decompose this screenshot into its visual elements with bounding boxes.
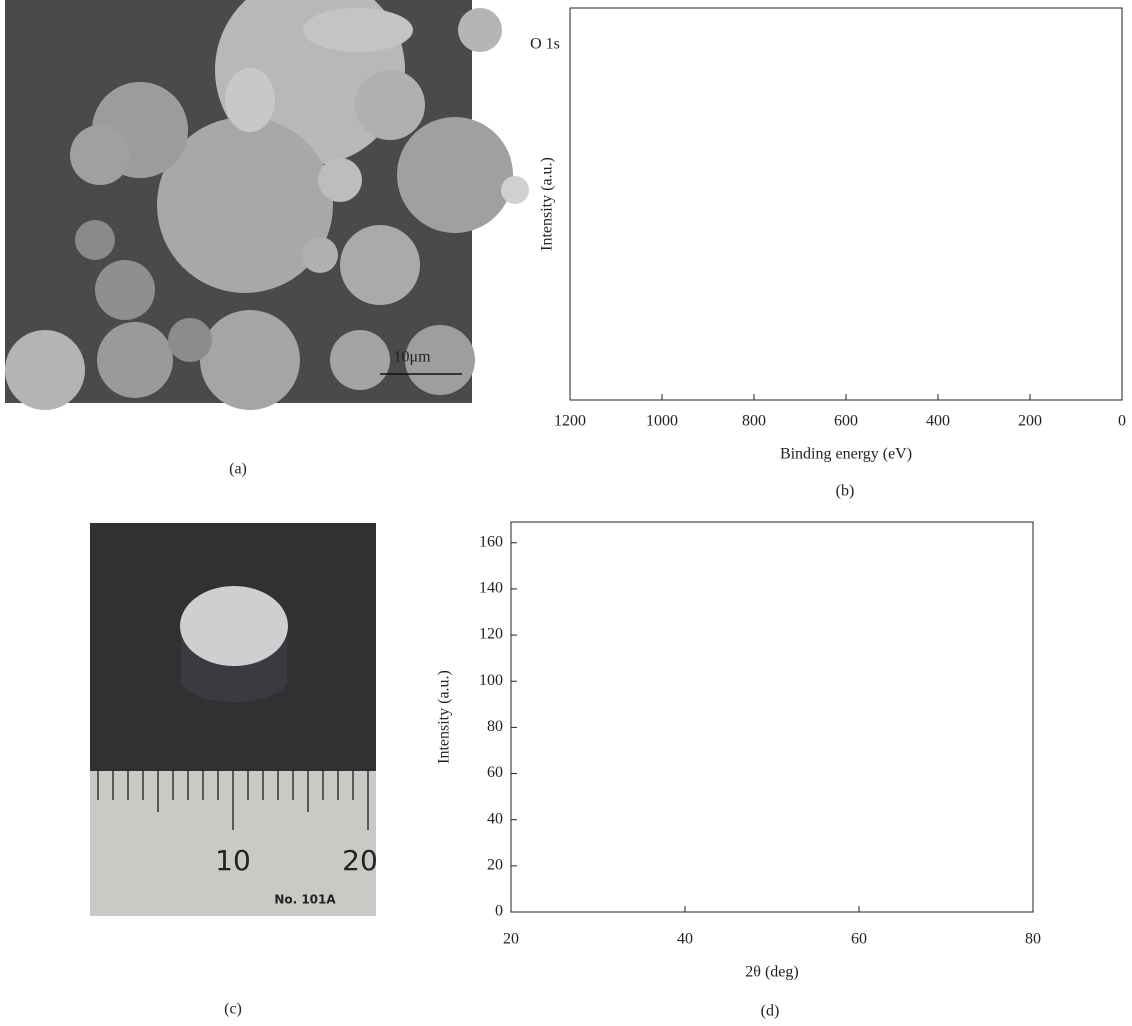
plot-frame bbox=[569, 7, 1123, 401]
x-tick-label: 60 bbox=[851, 931, 867, 948]
x-tick-label: 20 bbox=[503, 931, 519, 948]
x-tick-label: 600 bbox=[834, 413, 858, 430]
panel-caption: (b) bbox=[836, 483, 855, 500]
sem-image bbox=[5, 0, 529, 410]
y-axis-label: Intensity (a.u.) bbox=[539, 157, 556, 251]
y-tick-label: 40 bbox=[487, 810, 503, 827]
ruler-label: No. 101A bbox=[274, 893, 336, 907]
plot-frame bbox=[510, 521, 1034, 913]
x-tick-label: 400 bbox=[926, 413, 950, 430]
x-tick-label: 80 bbox=[1025, 931, 1041, 948]
panel-caption: (a) bbox=[229, 461, 247, 478]
ruler-label: 10 bbox=[215, 844, 251, 877]
ruler-label: 20 bbox=[342, 844, 378, 877]
peak-annotation: O 1s bbox=[530, 36, 560, 53]
y-tick-label: 160 bbox=[479, 533, 503, 550]
y-axis-label: Intensity (a.u.) bbox=[436, 670, 453, 764]
y-tick-label: 20 bbox=[487, 857, 503, 874]
y-tick-label: 0 bbox=[495, 903, 503, 920]
y-tick-label: 140 bbox=[479, 580, 503, 597]
y-tick-label: 100 bbox=[479, 672, 503, 689]
y-tick-label: 80 bbox=[487, 718, 503, 735]
y-tick-label: 60 bbox=[487, 764, 503, 781]
x-tick-label: 0 bbox=[1118, 413, 1126, 430]
x-axis-label: 2θ (deg) bbox=[745, 964, 798, 981]
sample-photo bbox=[90, 523, 376, 916]
panel-caption: (d) bbox=[761, 1003, 780, 1020]
x-tick-label: 800 bbox=[742, 413, 766, 430]
x-tick-label: 1200 bbox=[554, 413, 586, 430]
x-axis-label: Binding energy (eV) bbox=[780, 446, 912, 463]
panel-caption: (c) bbox=[224, 1001, 242, 1018]
scale-bar-label: 10μm bbox=[393, 349, 431, 366]
x-tick-label: 40 bbox=[677, 931, 693, 948]
x-tick-label: 1000 bbox=[646, 413, 678, 430]
y-tick-label: 120 bbox=[479, 626, 503, 643]
x-tick-label: 200 bbox=[1018, 413, 1042, 430]
